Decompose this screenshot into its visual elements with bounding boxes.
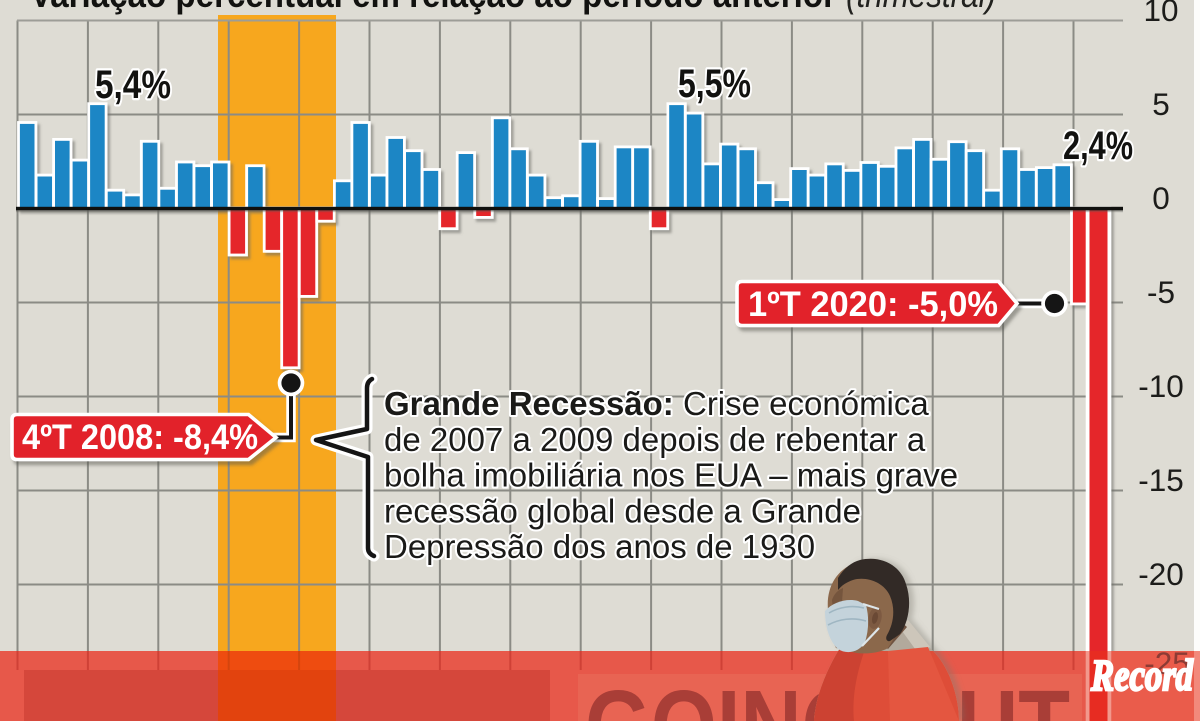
- svg-text:-15: -15: [1138, 462, 1184, 498]
- svg-text:-5: -5: [1147, 274, 1175, 310]
- svg-text:Variação percentual em relação: Variação percentual em relação ao períod…: [30, 0, 836, 15]
- svg-text:5,5%: 5,5%: [678, 62, 751, 106]
- svg-text:recessão global desde a Grande: recessão global desde a Grande: [384, 492, 861, 529]
- svg-text:2,4%: 2,4%: [1063, 124, 1133, 168]
- svg-text:0: 0: [1152, 180, 1170, 216]
- svg-text:-25: -25: [1144, 645, 1190, 681]
- svg-text:4ºT 2008: -8,4%: 4ºT 2008: -8,4%: [22, 418, 258, 457]
- svg-text:10: 10: [1143, 0, 1178, 28]
- svg-text:Grande Recessão: Crise económi: Grande Recessão: Crise económica: [384, 385, 929, 422]
- svg-text:Record: Record: [1090, 651, 1194, 700]
- svg-text:bolha imobiliária nos EUA – ma: bolha imobiliária nos EUA – mais grave: [384, 457, 958, 494]
- svg-text:5,4%: 5,4%: [95, 63, 171, 107]
- svg-text:de 2007 a 2009 depois de reben: de 2007 a 2009 depois de rebentar a: [384, 421, 926, 458]
- svg-text:Depressão dos anos de 1930: Depressão dos anos de 1930: [384, 528, 815, 565]
- svg-text:(trimestral): (trimestral): [846, 0, 996, 15]
- svg-text:5: 5: [1152, 86, 1170, 122]
- svg-text:-10: -10: [1138, 368, 1184, 404]
- svg-text:-20: -20: [1138, 556, 1184, 592]
- svg-text:1ºT 2020: -5,0%: 1ºT 2020: -5,0%: [748, 285, 998, 324]
